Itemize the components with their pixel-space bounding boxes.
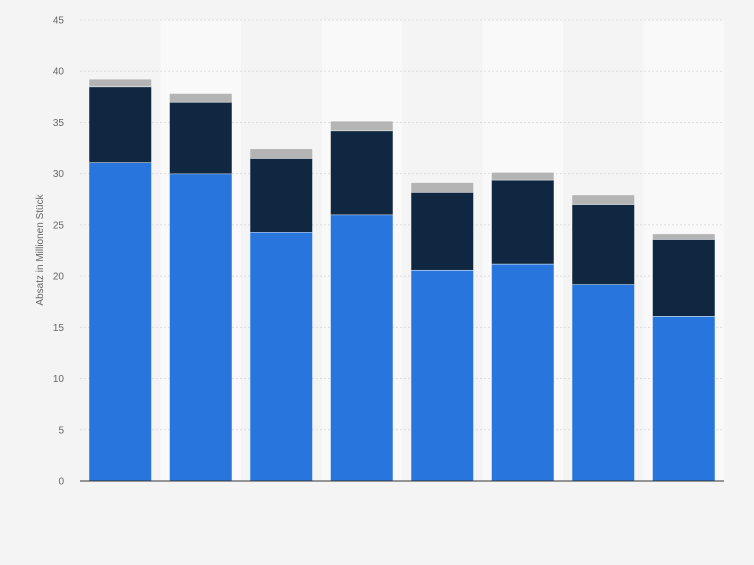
bar-segment-series-1 bbox=[250, 232, 313, 481]
bar-segment-series-1 bbox=[491, 263, 554, 481]
y-axis-ticks: 0 5 10 15 20 25 30 35 40 45 bbox=[53, 16, 65, 488]
y-tick-label: 20 bbox=[53, 272, 65, 283]
y-tick-label: 15 bbox=[53, 323, 65, 334]
bar-segment-series-1 bbox=[411, 269, 474, 481]
bar-segment-series-2 bbox=[652, 239, 715, 317]
bar-segment-series-1 bbox=[169, 173, 232, 481]
y-tick-label: 40 bbox=[53, 67, 65, 78]
bar-segment-series-3 bbox=[572, 195, 635, 205]
bar-segment-series-3 bbox=[250, 149, 313, 159]
bar-segment-series-3 bbox=[491, 172, 554, 180]
bar-segment-series-1 bbox=[572, 284, 635, 481]
bar-segment-series-1 bbox=[330, 214, 393, 481]
bar-segment-series-2 bbox=[250, 158, 313, 233]
y-tick-label: 10 bbox=[53, 374, 65, 385]
bar-segment-series-3 bbox=[89, 79, 152, 87]
bar-segment-series-1 bbox=[89, 162, 152, 482]
bars bbox=[89, 79, 715, 482]
y-tick-label: 25 bbox=[53, 220, 65, 231]
bar-segment-series-3 bbox=[330, 121, 393, 131]
y-tick-label: 30 bbox=[53, 169, 65, 180]
bar-segment-series-1 bbox=[652, 316, 715, 481]
y-tick-label: 35 bbox=[53, 118, 65, 129]
bar-segment-series-2 bbox=[330, 130, 393, 215]
y-tick-label: 0 bbox=[58, 477, 64, 488]
bar-segment-series-3 bbox=[411, 182, 474, 193]
bar-segment-series-2 bbox=[411, 192, 474, 270]
bar-segment-series-3 bbox=[169, 93, 232, 102]
y-tick-label: 45 bbox=[53, 16, 65, 27]
bar-segment-series-2 bbox=[572, 204, 635, 285]
y-axis-label: Absatz in Millionen Stück bbox=[35, 193, 46, 305]
bar-segment-series-2 bbox=[491, 179, 554, 264]
y-tick-label: 5 bbox=[58, 425, 64, 436]
bar-segment-series-2 bbox=[169, 101, 232, 174]
bar-segment-series-3 bbox=[652, 234, 715, 240]
bar-segment-series-2 bbox=[89, 86, 152, 163]
